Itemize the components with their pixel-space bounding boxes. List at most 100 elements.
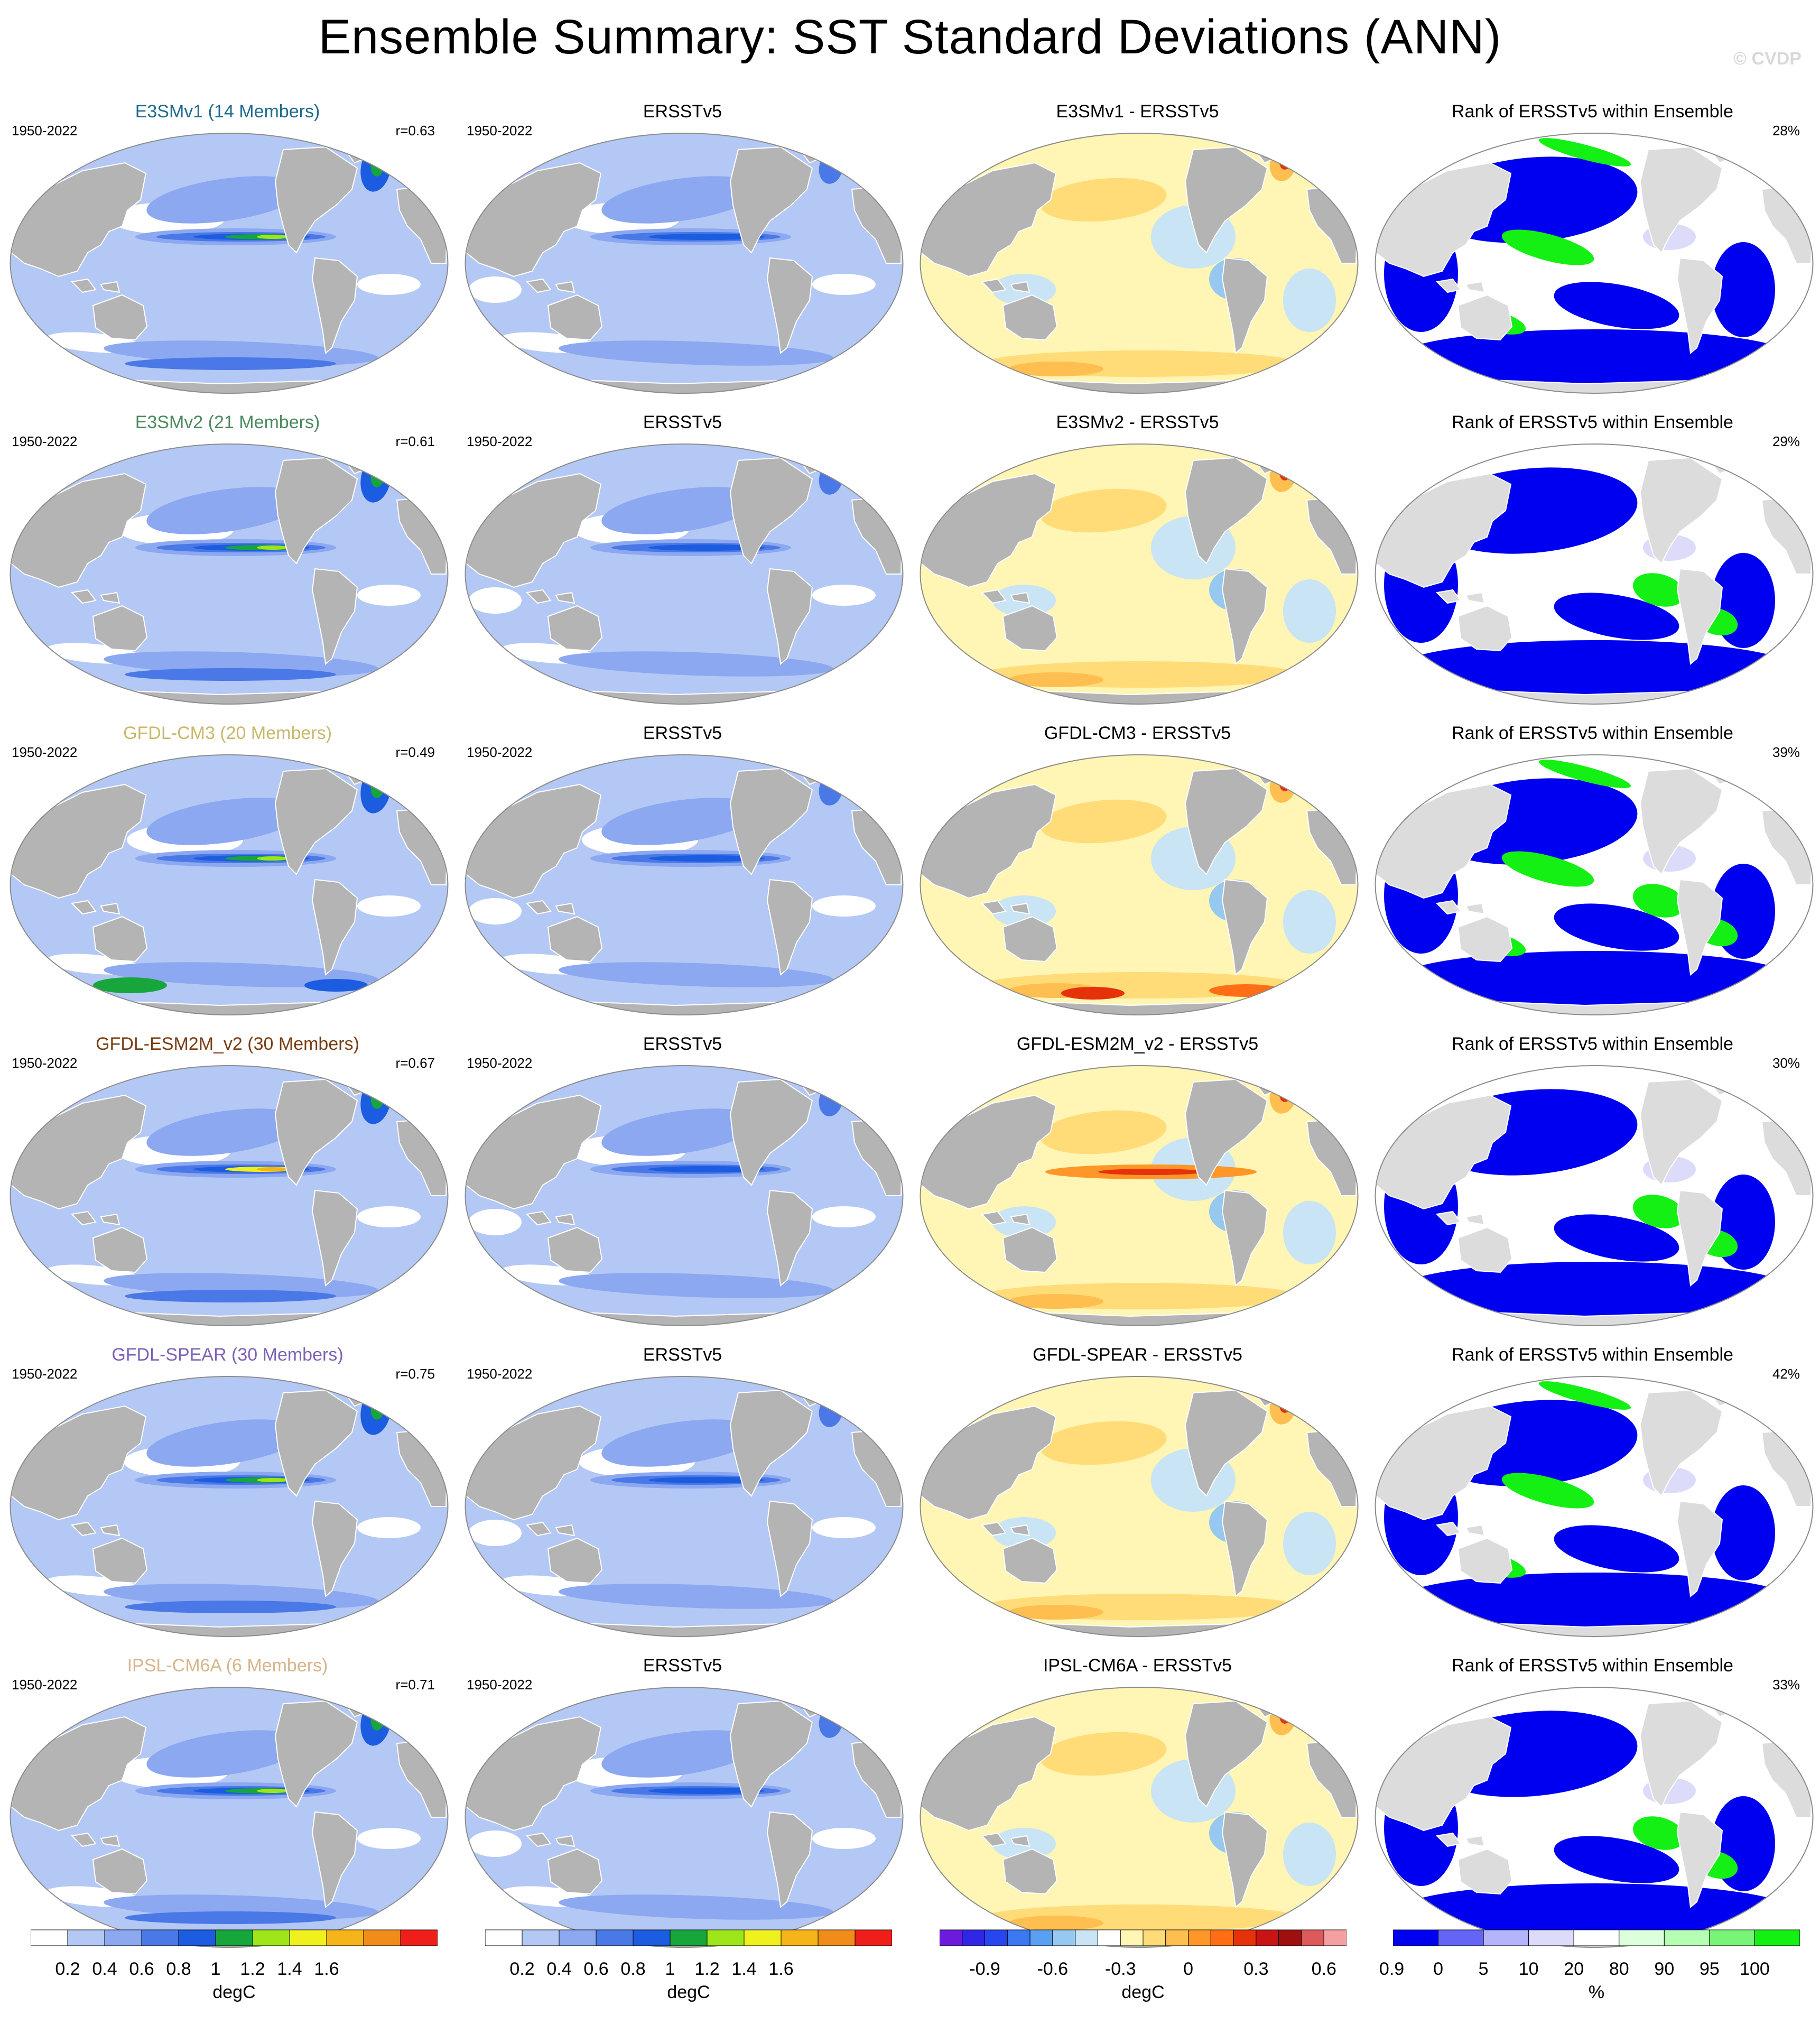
diff-title: E3SMv1 - ERSSTv5 — [1056, 101, 1219, 122]
rank-map — [1375, 1687, 1814, 1948]
colorbar-swatch — [1029, 1929, 1053, 1946]
rank-title: Rank of ERSSTv5 within Ensemble — [1452, 101, 1733, 122]
colorbar-swatch — [985, 1929, 1008, 1946]
rank-panel: Rank of ERSSTv5 within Ensemble 28% — [1365, 96, 1820, 407]
colorbar-swatch — [485, 1929, 523, 1946]
colorbar-tick-label: 0.6 — [129, 1959, 154, 1979]
rank-title: Rank of ERSSTv5 within Ensemble — [1452, 412, 1733, 432]
colorbar-swatch — [363, 1929, 401, 1946]
diff-title: GFDL-SPEAR - ERSSTv5 — [1033, 1345, 1242, 1365]
colorbar-tick-label: -0.6 — [1037, 1959, 1069, 1979]
obs-title: ERSSTv5 — [643, 1656, 722, 1676]
diff-title: GFDL-ESM2M_v2 - ERSSTv5 — [1016, 1034, 1259, 1054]
colorbar-swatch — [1754, 1929, 1800, 1946]
colorbar-tick-label: 1 — [210, 1959, 221, 1979]
copyright-label: © CVDP — [1733, 49, 1802, 69]
obs-title: ERSSTv5 — [643, 101, 722, 122]
period-label: 1950-2022 — [467, 1366, 533, 1382]
colorbar-swatch — [855, 1929, 892, 1946]
rank-map — [1375, 133, 1814, 394]
colorbar-unit: % — [1588, 1982, 1605, 2002]
diff-panel: GFDL-SPEAR - ERSSTv5 — [910, 1339, 1365, 1650]
colorbar-swatch — [104, 1929, 142, 1946]
rank-map — [1375, 1065, 1814, 1326]
diff-panel: IPSL-CM6A - ERSSTv5 — [910, 1650, 1365, 1961]
rank-map — [1375, 754, 1814, 1015]
colorbar-tick-label: 0.4 — [92, 1959, 117, 1979]
colorbar-tick-label: 0.3 — [1243, 1959, 1269, 1979]
pattern-correlation: r=0.63 — [395, 123, 435, 138]
diff-title: GFDL-CM3 - ERSSTv5 — [1044, 723, 1231, 743]
rank-percent: 28% — [1772, 123, 1800, 138]
sd-obs-panel: ERSSTv5 1950-2022 — [455, 1339, 910, 1650]
colorbar-swatch — [962, 1929, 986, 1946]
colorbar-tick-label: 0.6 — [583, 1959, 609, 1979]
colorbar-swatch — [1210, 1929, 1234, 1946]
diff-map — [920, 133, 1359, 394]
colorbar-tick-label: 0.8 — [166, 1959, 191, 1979]
rank-title: Rank of ERSSTv5 within Ensemble — [1452, 1656, 1733, 1676]
colorbar-swatch — [326, 1929, 364, 1946]
model-title: GFDL-CM3 (20 Members) — [123, 723, 332, 743]
colorbar-swatch — [744, 1929, 782, 1946]
colorbar-swatch — [1619, 1929, 1665, 1946]
colorbar-swatch — [252, 1929, 290, 1946]
rank-panel: Rank of ERSSTv5 within Ensemble 29% — [1365, 407, 1820, 718]
sd-obs-map — [465, 443, 904, 705]
model-title: IPSL-CM6A (6 Members) — [127, 1656, 328, 1676]
sd-obs-map — [465, 1376, 904, 1637]
colorbar-tick-label: 90 — [1654, 1959, 1675, 1979]
sd-obs-panel: ERSSTv5 1950-2022 — [455, 407, 910, 718]
colorbar-tick-label: 10 — [1518, 1959, 1539, 1979]
colorbar-swatch — [1097, 1929, 1121, 1946]
sd-obs-panel: ERSSTv5 1950-2022 — [455, 718, 910, 1029]
obs-title: ERSSTv5 — [643, 412, 722, 432]
diff-panel: GFDL-ESM2M_v2 - ERSSTv5 — [910, 1029, 1365, 1339]
pattern-correlation: r=0.71 — [395, 1677, 435, 1693]
colorbar-swatch — [1233, 1929, 1257, 1946]
pattern-correlation: r=0.75 — [395, 1366, 435, 1382]
sd-model-panel: E3SMv2 (21 Members) 1950-2022 r=0.61 — [0, 407, 455, 718]
colorbar-unit: degC — [212, 1982, 256, 2002]
colorbar: -0.9 -0.6 -0.3 0 0.3 0.6 0.9 degC — [940, 1929, 1404, 2009]
colorbar-swatch — [670, 1929, 708, 1946]
colorbar-swatch — [633, 1929, 671, 1946]
colorbar-swatch — [818, 1929, 856, 1946]
colorbar-swatch — [1052, 1929, 1076, 1946]
colorbar-tick-label: 0.2 — [55, 1959, 80, 1979]
rank-percent: 29% — [1772, 433, 1800, 449]
colorbar-tick-label: 0.4 — [546, 1959, 572, 1979]
colorbar-swatch — [940, 1929, 963, 1946]
colorbar-swatch — [1165, 1929, 1189, 1946]
colorbar-tick-label: 1.4 — [277, 1959, 302, 1979]
colorbar-swatch — [1007, 1929, 1030, 1946]
colorbar-unit: degC — [1121, 1982, 1165, 2002]
diff-panel: E3SMv1 - ERSSTv5 — [910, 96, 1365, 407]
colorbar-swatch — [289, 1929, 327, 1946]
colorbar-tick-label: -0.3 — [1104, 1959, 1136, 1979]
rank-percent: 39% — [1772, 744, 1800, 760]
colorbar-tick-label: -0.9 — [969, 1959, 1000, 1979]
pattern-correlation: r=0.67 — [395, 1055, 435, 1071]
diff-map — [920, 754, 1359, 1015]
sd-model-map — [10, 754, 449, 1015]
period-label: 1950-2022 — [467, 744, 533, 760]
diff-panel: GFDL-CM3 - ERSSTv5 — [910, 718, 1365, 1029]
period-label: 1950-2022 — [467, 1677, 533, 1693]
diff-map — [920, 1687, 1359, 1948]
colorbar-tick-label: 1.6 — [314, 1959, 339, 1979]
colorbar-swatch — [1256, 1929, 1279, 1946]
period-label: 1950-2022 — [12, 1677, 78, 1693]
colorbar-swatch — [1188, 1929, 1211, 1946]
colorbar-swatch — [1120, 1929, 1144, 1946]
sd-obs-map — [465, 1065, 904, 1326]
period-label: 1950-2022 — [467, 123, 533, 138]
colorbar-swatch — [1143, 1929, 1166, 1946]
colorbar-unit: degC — [667, 1982, 710, 2002]
rank-percent: 30% — [1772, 1055, 1800, 1071]
sd-model-map — [10, 1687, 449, 1948]
colorbar-swatch — [1573, 1929, 1620, 1946]
period-label: 1950-2022 — [467, 1055, 533, 1071]
colorbar-tick-label: 20 — [1564, 1959, 1584, 1979]
rank-panel: Rank of ERSSTv5 within Ensemble 30% — [1365, 1029, 1820, 1339]
